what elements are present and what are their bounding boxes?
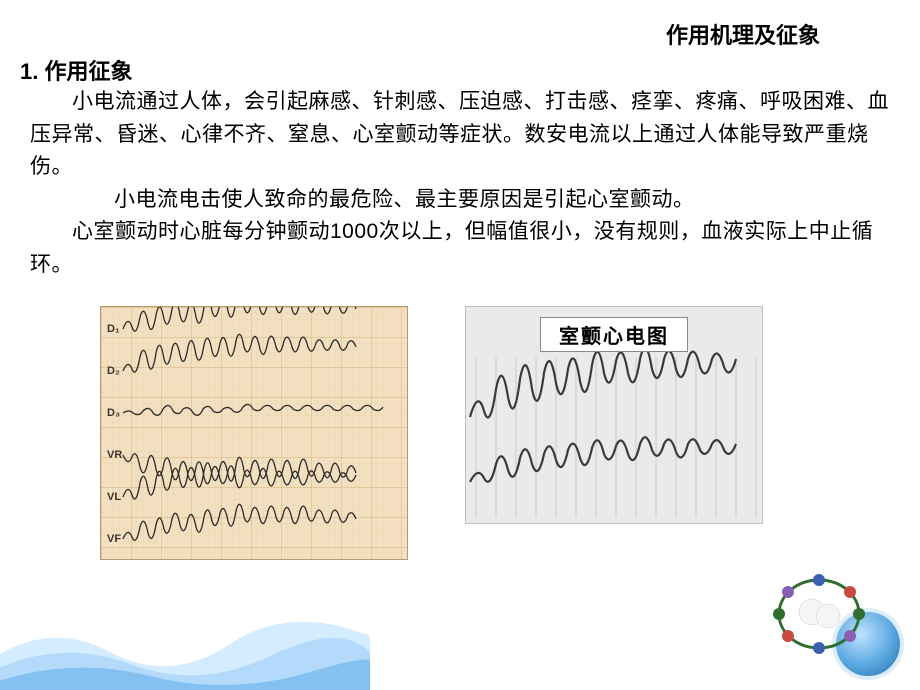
ecg1-lead-d3: D₃ — [107, 407, 120, 419]
ecg1-lead-vf: VF — [107, 533, 121, 545]
ecg-chart-6-lead: D₁ D₂ D₃ VR VL VF — [100, 306, 408, 560]
paragraph-1: 小电流通过人体，会引起麻感、针刺感、压迫感、打击感、痉挛、疼痛、呼吸困难、血压异… — [30, 86, 890, 184]
ecg1-lead-d2: D₂ — [107, 365, 120, 377]
ecg1-lead-d1: D₁ — [107, 323, 120, 335]
ecg1-lead-vr: VR — [107, 449, 122, 461]
molecule-graphic — [766, 572, 872, 662]
paragraph-3: 心室颤动时心脏每分钟颤动1000次以上，但幅值很小，没有规则，血液实际上中止循环… — [30, 216, 890, 281]
section-title: 1. 作用征象 — [20, 54, 132, 86]
wave-decoration — [0, 580, 370, 690]
ecg1-lead-vl: VL — [107, 491, 121, 503]
body-text: 小电流通过人体，会引起麻感、针刺感、压迫感、打击感、痉挛、疼痛、呼吸困难、血压异… — [72, 86, 890, 281]
header-title: 作用机理及征象 — [666, 18, 820, 50]
ecg2-title: 室颤心电图 — [540, 317, 688, 352]
ecg1-svg — [101, 307, 408, 560]
slide: 作用机理及征象 1. 作用征象 小电流通过人体，会引起麻感、针刺感、压迫感、打击… — [0, 0, 920, 690]
ecg-chart-vf: 室颤心电图 — [465, 306, 763, 524]
paragraph-2: 小电流电击使人致命的最危险、最主要原因是引起心室颤动。 — [72, 184, 890, 217]
